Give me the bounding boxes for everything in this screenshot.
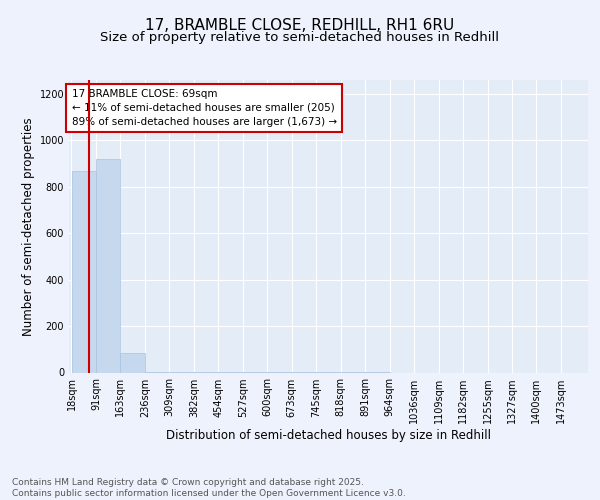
Y-axis label: Number of semi-detached properties: Number of semi-detached properties	[22, 117, 35, 336]
Text: 17 BRAMBLE CLOSE: 69sqm
← 11% of semi-detached houses are smaller (205)
89% of s: 17 BRAMBLE CLOSE: 69sqm ← 11% of semi-de…	[71, 89, 337, 127]
Bar	[121, 353, 145, 372]
Bar	[96, 159, 121, 372]
Text: Size of property relative to semi-detached houses in Redhill: Size of property relative to semi-detach…	[101, 31, 499, 44]
X-axis label: Distribution of semi-detached houses by size in Redhill: Distribution of semi-detached houses by …	[166, 428, 491, 442]
Bar	[71, 170, 96, 372]
Text: Contains HM Land Registry data © Crown copyright and database right 2025.
Contai: Contains HM Land Registry data © Crown c…	[12, 478, 406, 498]
Text: 17, BRAMBLE CLOSE, REDHILL, RH1 6RU: 17, BRAMBLE CLOSE, REDHILL, RH1 6RU	[145, 18, 455, 32]
